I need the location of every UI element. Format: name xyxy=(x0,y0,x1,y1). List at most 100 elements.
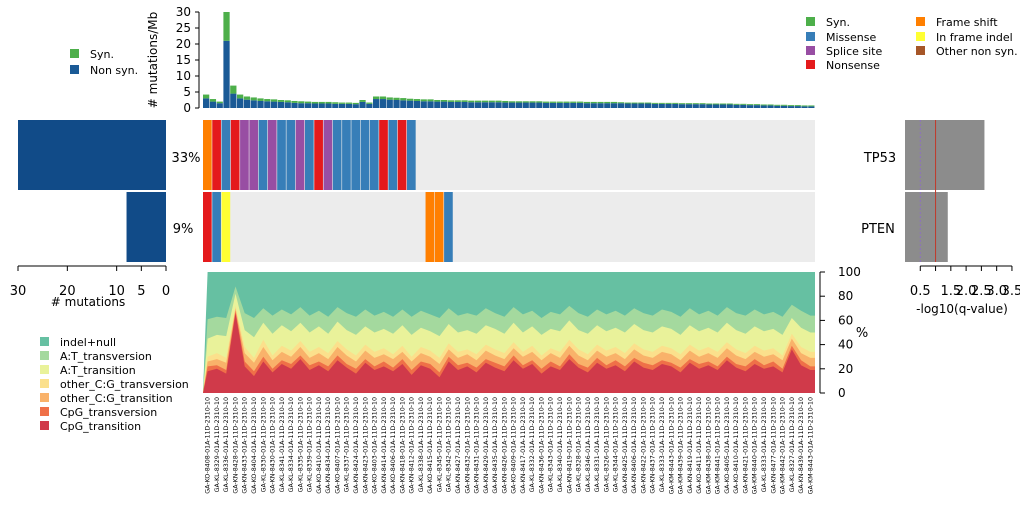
sample-label: GA-KN-8430-01A-11D-2310-10 xyxy=(270,397,277,494)
bar-syn xyxy=(624,102,631,104)
sample-label: GA-KN-8426-01A-11D-2310-10 xyxy=(501,397,508,494)
bar-syn xyxy=(645,102,652,104)
legend-swatch-indel-null xyxy=(40,337,49,346)
legend-swatch-syn-r xyxy=(806,17,815,26)
bar-syn xyxy=(237,94,244,99)
mutation-cell-splice-site xyxy=(240,120,249,190)
bar-syn xyxy=(631,102,638,104)
legend-swatch-non-syn xyxy=(70,65,79,74)
sample-label: GA-KL-8328-01A-11D-2310-10 xyxy=(576,397,583,492)
bar-non-syn xyxy=(223,40,230,108)
bar-non-syn xyxy=(638,103,645,108)
bar-syn xyxy=(699,103,706,105)
bar-non-syn xyxy=(257,100,264,108)
bar-syn xyxy=(747,104,754,106)
mutation-cell-missense xyxy=(258,120,268,190)
legend-swatch-nonsense xyxy=(806,60,815,69)
bar-syn xyxy=(413,99,421,101)
bar-non-syn xyxy=(604,103,611,108)
bar-non-syn xyxy=(427,101,434,108)
sample-label: GA-KO-8409-01A-11D-2310-10 xyxy=(511,397,518,494)
bar-non-syn xyxy=(447,101,455,108)
bar-syn xyxy=(379,96,387,100)
bar-non-syn xyxy=(665,103,672,108)
bar-non-syn xyxy=(284,102,291,108)
bar-non-syn xyxy=(379,99,387,108)
bar-non-syn xyxy=(515,102,523,108)
bar-non-syn xyxy=(237,98,244,108)
sample-label: GA-KN-8433-01A-11D-2310-10 xyxy=(242,397,249,494)
sample-label: GA-KL-8331-01A-11D-2310-10 xyxy=(594,397,601,492)
legend-swatch-syn xyxy=(70,49,79,58)
bar-syn xyxy=(488,100,495,103)
sample-label: GA-KN-8417-01A-11D-2310-10 xyxy=(520,397,527,494)
mutation-cell-missense xyxy=(277,120,286,190)
legend-label-missense: Missense xyxy=(826,31,876,44)
x-tick-label: 30 xyxy=(10,284,27,299)
y-tick-label: 10 xyxy=(176,69,191,83)
mutation-cell-nonsense xyxy=(379,120,388,190)
sample-label: GA-KN-8477-01A-11D-2310-10 xyxy=(770,397,777,494)
bar-non-syn xyxy=(645,103,652,108)
bar-syn xyxy=(325,101,332,104)
bar-non-syn xyxy=(264,101,271,108)
legend-swatch-other-cg-transition xyxy=(40,393,49,402)
sample-label: GA-KO-8406-01A-11D-2310-10 xyxy=(390,397,397,494)
legend-label-splice-site: Splice site xyxy=(826,45,882,58)
bar-syn xyxy=(706,103,713,105)
bar-syn xyxy=(563,101,570,103)
mutation-cell-nonsense xyxy=(212,120,221,190)
bar-non-syn xyxy=(495,102,502,108)
sample-label: GA-KL-8333-01A-11D-2310-10 xyxy=(659,397,666,492)
legend-label-syn-r: Syn. xyxy=(826,16,850,29)
bar-non-syn xyxy=(726,104,733,108)
bar-non-syn xyxy=(706,104,713,108)
mutation-cell-in-frame-indel xyxy=(221,192,231,262)
sample-label: GA-KL-8336-01A-11D-2310-10 xyxy=(223,397,230,492)
bar-non-syn xyxy=(366,103,373,108)
sample-label: GA-KL-8333-01A-11D-2310-10 xyxy=(761,397,768,492)
mutation-cell-missense xyxy=(212,192,221,262)
bar-non-syn xyxy=(631,103,638,108)
sample-label: GA-KN-8431-01A-11D-2310-10 xyxy=(474,397,481,494)
legend-swatch-splice-site xyxy=(806,46,815,55)
bar-syn xyxy=(577,101,584,103)
bar-syn xyxy=(570,101,577,103)
bar-syn xyxy=(617,102,625,104)
bar-syn xyxy=(651,102,659,104)
bar-non-syn xyxy=(556,102,563,108)
bar-syn xyxy=(305,101,312,104)
bar-non-syn xyxy=(475,102,482,108)
x-tick-label: 3.0 xyxy=(986,284,1007,299)
bar-non-syn xyxy=(209,101,217,108)
y-tick-label: 100 xyxy=(838,265,861,279)
gene-label-tp53: TP53 xyxy=(863,151,896,166)
legend-swatch-cpg-transition xyxy=(40,421,49,430)
bar-syn xyxy=(740,103,747,105)
sample-label: GA-KN-8436-01A-11D-2310-10 xyxy=(539,397,546,494)
bar-syn xyxy=(298,101,305,104)
sample-label: GA-KO-8405-01A-11D-2310-10 xyxy=(724,397,731,494)
legend-label-non-syn: Non syn. xyxy=(90,64,138,77)
bar-non-syn xyxy=(590,103,597,108)
bar-non-syn xyxy=(243,99,251,108)
sample-label: GA-KN-8429-01A-11D-2310-10 xyxy=(483,397,490,494)
bar-non-syn xyxy=(787,106,795,108)
bar-non-syn xyxy=(441,101,448,108)
bar-non-syn xyxy=(359,101,366,108)
bar-syn xyxy=(658,102,665,104)
y-tick-label: 40 xyxy=(838,338,853,352)
bar-non-syn xyxy=(563,102,570,108)
bar-syn xyxy=(638,102,645,104)
bar-non-syn xyxy=(352,104,359,108)
bar-non-syn xyxy=(611,103,618,108)
bar-syn xyxy=(352,102,359,105)
x-tick-label: 1.5 xyxy=(940,284,961,299)
gene-label-pten: PTEN xyxy=(861,222,895,237)
y-tick-label: 25 xyxy=(176,21,191,35)
bar-syn xyxy=(549,101,557,103)
qvalue-bar-tp53 xyxy=(905,120,985,190)
sample-label: GA-KN-8427-01A-11D-2310-10 xyxy=(455,397,462,494)
y-tick-label: 15 xyxy=(176,53,191,67)
mutation-cell-missense xyxy=(305,120,314,190)
